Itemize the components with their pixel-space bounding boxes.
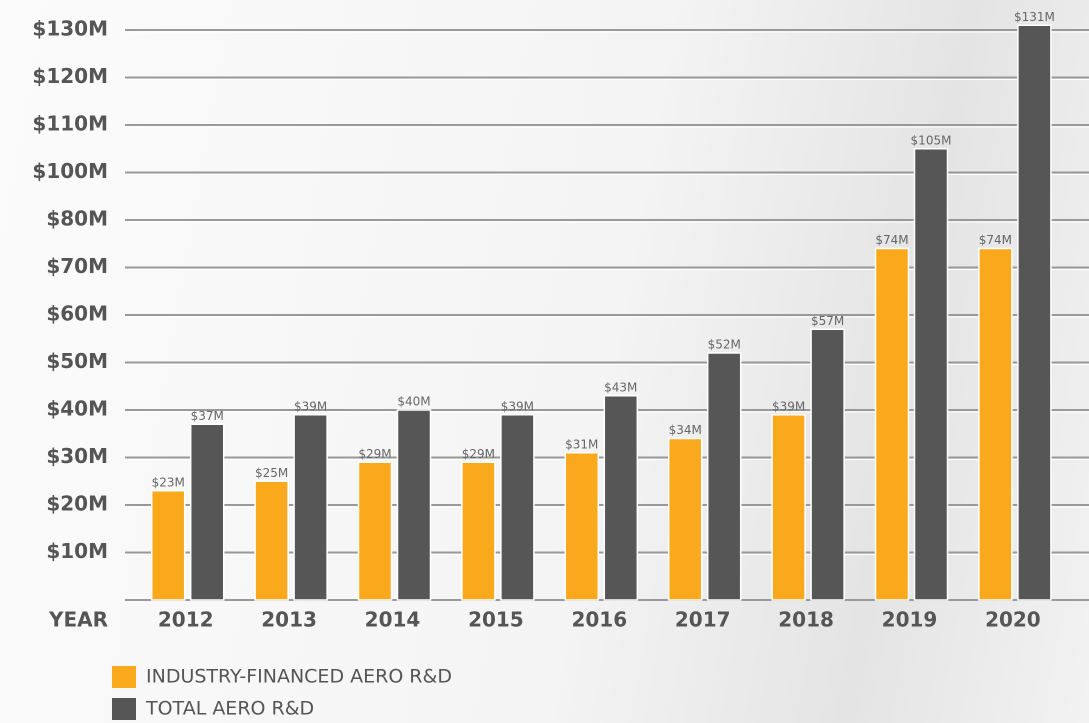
bar [915,149,948,600]
bar [604,396,637,600]
legend-label: INDUSTRY-FINANCED AERO R&D [146,666,452,688]
y-tick-label: $30M [46,444,108,468]
y-tick-label: $40M [46,397,108,421]
value-label: $39M [772,399,805,413]
y-tick-label: $10M [46,539,108,563]
value-label: $43M [604,380,637,394]
bar [979,249,1012,601]
y-tick-label: $60M [46,302,108,326]
value-label: $57M [811,314,844,328]
x-tick-label: 2015 [468,608,524,632]
bar [811,329,844,600]
value-label: $37M [191,409,224,423]
y-tick-label: $70M [46,254,108,278]
bar [772,415,805,600]
value-label: $25M [255,466,288,480]
y-tick-label: $100M [32,159,108,183]
x-tick-label: 2017 [675,608,731,632]
bar [398,410,431,600]
value-label: $34M [669,423,702,437]
value-label: $39M [501,399,534,413]
x-tick-label: 2014 [365,608,421,632]
bar [669,439,702,601]
bar [359,462,392,600]
bar [255,481,288,600]
value-label: $31M [565,437,598,451]
bar [501,415,534,600]
y-tick-label: $120M [32,64,108,88]
bar [294,415,327,600]
y-tick-label: $50M [46,349,108,373]
value-label: $105M [911,133,952,147]
value-label: $39M [294,399,327,413]
x-tick-label: 2018 [778,608,834,632]
x-axis-label: YEAR [48,608,108,632]
value-label: $74M [979,233,1012,247]
x-tick-label: 2013 [261,608,317,632]
y-tick-label: $110M [32,112,108,136]
value-label: $23M [152,475,185,489]
value-label: $40M [397,395,430,409]
bar [708,353,741,600]
bar [191,424,224,600]
x-tick-label: 2020 [985,608,1041,632]
y-tick-label: $20M [46,492,108,516]
legend-label: TOTAL AERO R&D [145,698,314,720]
x-tick-label: 2019 [882,608,938,632]
bar [565,453,598,600]
bar [1018,25,1051,600]
value-label: $29M [358,447,391,461]
bar [152,491,185,600]
value-label: $52M [708,338,741,352]
value-label: $29M [462,447,495,461]
x-tick-label: 2012 [158,608,214,632]
x-tick-label: 2016 [571,608,627,632]
bar [462,462,495,600]
bar [876,249,909,601]
legend-swatch [112,666,136,688]
y-tick-label: $130M [32,17,108,41]
chart: YEAR $10M $20M $30M $40M $50M $60M $70M $80M $10… [0,0,1089,723]
y-tick-label: $80M [46,207,108,231]
value-label: $131M [1014,10,1055,24]
value-label: $74M [875,233,908,247]
legend-swatch [112,698,136,720]
